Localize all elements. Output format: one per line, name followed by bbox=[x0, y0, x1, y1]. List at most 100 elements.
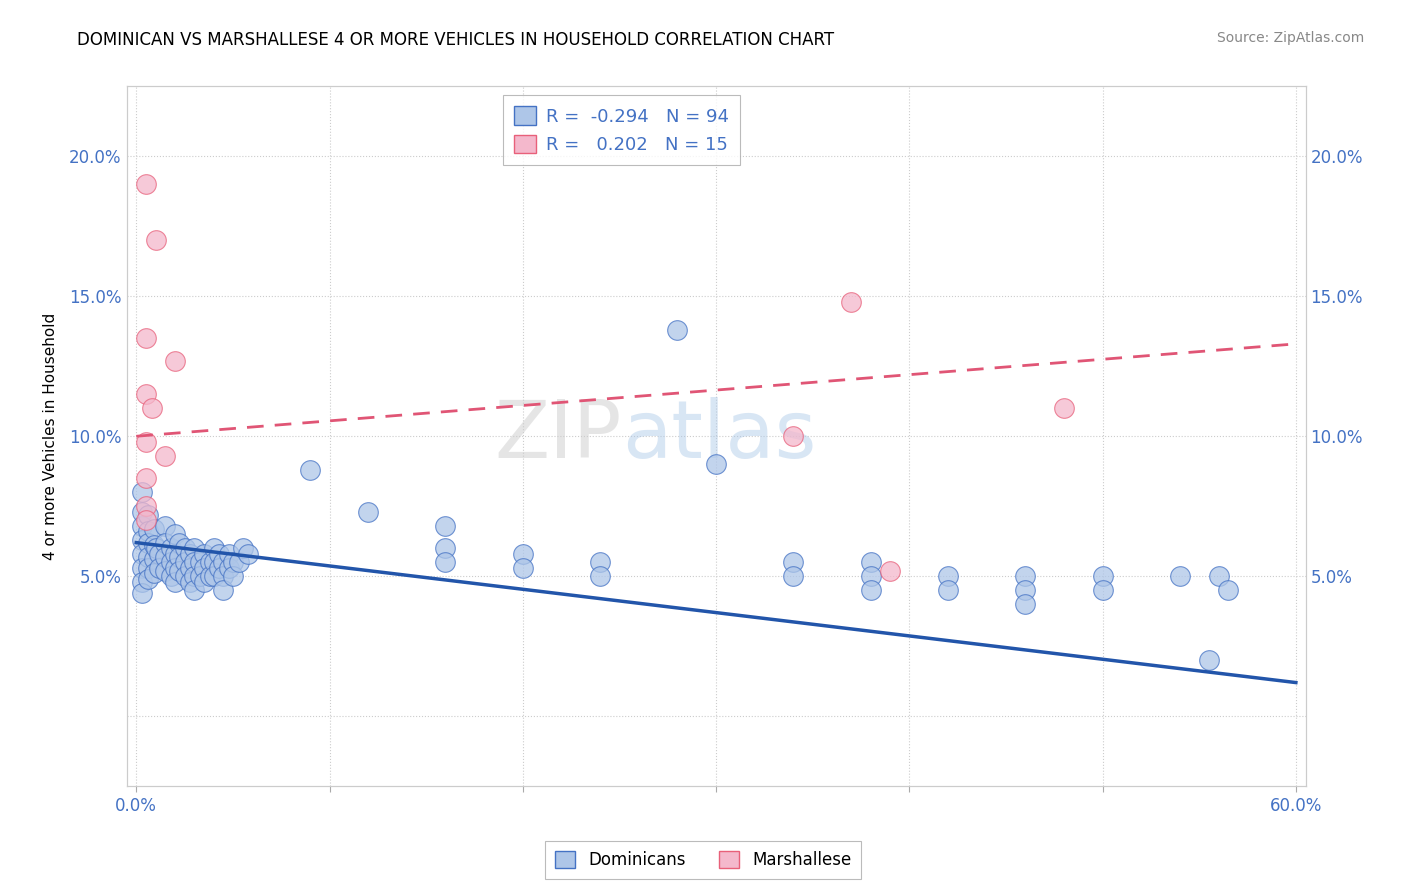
Point bbox=[238, 547, 260, 561]
Point bbox=[148, 561, 170, 575]
Point bbox=[228, 555, 250, 569]
Point bbox=[841, 294, 863, 309]
Point bbox=[434, 518, 457, 533]
Point bbox=[936, 569, 959, 583]
Point bbox=[160, 555, 183, 569]
Point bbox=[163, 527, 186, 541]
Point bbox=[782, 429, 804, 443]
Point bbox=[936, 583, 959, 598]
Point bbox=[212, 583, 235, 598]
Point bbox=[173, 555, 195, 569]
Point bbox=[135, 178, 157, 192]
Point bbox=[131, 533, 153, 547]
Point bbox=[183, 555, 205, 569]
Point bbox=[202, 541, 225, 556]
Point bbox=[1091, 583, 1114, 598]
Point bbox=[167, 535, 190, 549]
Point bbox=[155, 535, 177, 549]
Point bbox=[1014, 583, 1036, 598]
Point bbox=[173, 569, 195, 583]
Point bbox=[167, 549, 190, 564]
Point bbox=[782, 555, 804, 569]
Point bbox=[163, 547, 186, 561]
Point bbox=[208, 561, 231, 575]
Point bbox=[218, 547, 240, 561]
Point bbox=[141, 401, 163, 416]
Point bbox=[160, 569, 183, 583]
Point bbox=[1218, 583, 1240, 598]
Point bbox=[136, 561, 159, 575]
Point bbox=[136, 508, 159, 522]
Point bbox=[135, 387, 157, 401]
Point bbox=[142, 522, 165, 536]
Point bbox=[299, 463, 322, 477]
Point bbox=[198, 555, 221, 569]
Legend: R =  -0.294   N = 94, R =   0.202   N = 15: R = -0.294 N = 94, R = 0.202 N = 15 bbox=[503, 95, 741, 165]
Point bbox=[155, 549, 177, 564]
Point bbox=[183, 583, 205, 598]
Point bbox=[1053, 401, 1076, 416]
Point bbox=[131, 518, 153, 533]
Point bbox=[135, 434, 157, 449]
Text: Source: ZipAtlas.com: Source: ZipAtlas.com bbox=[1216, 31, 1364, 45]
Point bbox=[145, 541, 167, 556]
Point bbox=[434, 541, 457, 556]
Point bbox=[131, 574, 153, 589]
Point bbox=[434, 555, 457, 569]
Point bbox=[704, 457, 727, 471]
Text: atlas: atlas bbox=[621, 397, 815, 475]
Point bbox=[183, 569, 205, 583]
Point bbox=[232, 541, 254, 556]
Point bbox=[173, 541, 195, 556]
Point bbox=[1014, 597, 1036, 611]
Point bbox=[160, 541, 183, 556]
Point bbox=[136, 524, 159, 539]
Point bbox=[142, 552, 165, 566]
Point bbox=[155, 449, 177, 463]
Point bbox=[512, 547, 534, 561]
Point bbox=[163, 561, 186, 575]
Point bbox=[859, 555, 882, 569]
Point bbox=[135, 500, 157, 514]
Point bbox=[163, 574, 186, 589]
Point bbox=[179, 561, 201, 575]
Point bbox=[148, 547, 170, 561]
Point bbox=[859, 583, 882, 598]
Point bbox=[131, 505, 153, 519]
Point bbox=[859, 569, 882, 583]
Point bbox=[1168, 569, 1191, 583]
Point bbox=[208, 547, 231, 561]
Point bbox=[1208, 569, 1230, 583]
Point bbox=[202, 569, 225, 583]
Point bbox=[135, 513, 157, 527]
Point bbox=[666, 323, 689, 337]
Point bbox=[212, 555, 235, 569]
Point bbox=[135, 331, 157, 345]
Point bbox=[163, 353, 186, 368]
Point bbox=[131, 586, 153, 600]
Point bbox=[589, 555, 612, 569]
Point bbox=[155, 564, 177, 578]
Point bbox=[202, 555, 225, 569]
Point bbox=[193, 547, 215, 561]
Point bbox=[131, 485, 153, 500]
Point bbox=[212, 569, 235, 583]
Point bbox=[136, 549, 159, 564]
Point bbox=[1091, 569, 1114, 583]
Point bbox=[135, 471, 157, 485]
Point bbox=[188, 569, 211, 583]
Point bbox=[222, 555, 245, 569]
Text: ZIP: ZIP bbox=[495, 397, 621, 475]
Point bbox=[179, 547, 201, 561]
Point bbox=[512, 561, 534, 575]
Point bbox=[131, 561, 153, 575]
Point bbox=[218, 561, 240, 575]
Point bbox=[589, 569, 612, 583]
Legend: Dominicans, Marshallese: Dominicans, Marshallese bbox=[544, 841, 862, 880]
Point bbox=[188, 555, 211, 569]
Point bbox=[222, 569, 245, 583]
Point bbox=[183, 541, 205, 556]
Point bbox=[782, 569, 804, 583]
Point bbox=[179, 574, 201, 589]
Point bbox=[357, 505, 380, 519]
